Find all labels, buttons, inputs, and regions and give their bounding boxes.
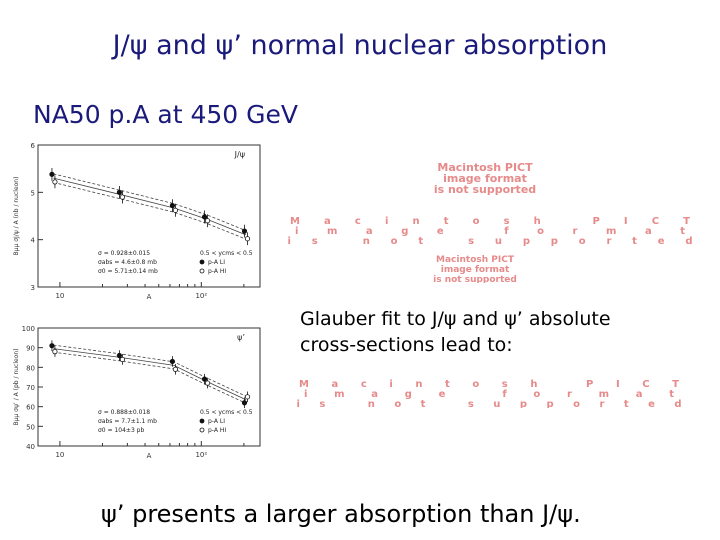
- data-point-hi: [204, 218, 211, 224]
- data-point-li: [116, 189, 123, 195]
- svg-text:image format: image format: [295, 226, 685, 237]
- psiprime-plot: 40 50 60 70 80 90 100 10 10² A Bμμ σψ’ / A (pb / n…: [10, 316, 272, 476]
- data-point-li: [169, 202, 176, 209]
- y-tick-label: 3: [31, 284, 35, 292]
- svg-text:image format: image format: [441, 265, 510, 275]
- legend-label: p-A HI: [208, 268, 226, 275]
- data-point-hi: [119, 356, 126, 363]
- y-tick-label: 60: [26, 404, 35, 412]
- conclusion-text: ψ’ presents a larger absorption than J/ψ…: [101, 500, 581, 528]
- fit-line: [53, 173, 247, 232]
- legend-marker: [199, 418, 205, 424]
- data-point-li: [169, 358, 176, 365]
- data-point-hi: [204, 380, 211, 386]
- glauber-line-2: cross-sections lead to:: [300, 334, 513, 356]
- y-tick-label: 100: [22, 325, 35, 333]
- legend-marker: [199, 259, 205, 265]
- svg-text:is not supported: is not supported: [288, 236, 693, 246]
- glauber-line-1: Glauber fit to J/ψ and ψ’ absolute: [300, 308, 611, 330]
- fit-annotation: σabs = 7.7±1.1 mb: [98, 418, 157, 425]
- data-point-li: [201, 214, 208, 220]
- fit-line: [53, 182, 247, 240]
- slide-subtitle: NA50 p.A at 450 GeV: [33, 100, 299, 129]
- y-tick-label: 70: [26, 384, 35, 392]
- svg-text:Macintosh PICT: Macintosh PICT: [299, 379, 679, 390]
- data-point-hi: [244, 236, 251, 242]
- y-tick-label: 80: [26, 364, 35, 372]
- rapidity-range-label: 0.5 < ycms < 0.5: [200, 250, 253, 257]
- glauber-fit-text: Glauber fit to J/ψ and ψ’ absolute cross…: [300, 306, 611, 358]
- legend-label: p-A LI: [208, 259, 225, 266]
- data-point-li: [241, 400, 248, 406]
- fit-annotation: σ0 = 104±3 pb: [98, 427, 144, 434]
- plot-title: ψ’: [237, 333, 245, 342]
- plot-title: J/ψ: [234, 150, 245, 159]
- y-tick-label: 5: [31, 189, 35, 197]
- rapidity-range-label: 0.5 < ycms < 0.5: [200, 409, 253, 416]
- x-tick-label: 10: [55, 451, 64, 459]
- plot-frame: [37, 144, 261, 288]
- data-point-hi: [119, 194, 126, 200]
- x-axis-label: A: [147, 452, 152, 460]
- legend-marker: [199, 268, 205, 274]
- fit-line: [53, 351, 247, 404]
- fit-line: [53, 177, 247, 236]
- legend-marker: [199, 427, 205, 433]
- unsupported-image-placeholder-3: Macintosh PICT image format is not suppo…: [370, 253, 580, 285]
- fit-annotation: σ = 0.928±0.015: [98, 250, 150, 257]
- data-point-li: [116, 352, 123, 359]
- fit-annotation: σ0 = 5.71±0.14 mb: [98, 268, 158, 275]
- legend-label: p-A HI: [208, 427, 226, 434]
- slide-title: J/ψ and ψ’ normal nuclear absorption: [112, 30, 608, 61]
- data-point-li: [241, 228, 248, 234]
- unsupported-image-placeholder-1: Macintosh PICT image format is not suppo…: [365, 160, 605, 196]
- x-axis-label: A: [147, 293, 152, 301]
- y-tick-label: 90: [26, 345, 35, 353]
- y-tick-label: 50: [26, 423, 35, 431]
- unsupported-image-placeholder-2: Macintosh PICT image format is not suppo…: [285, 214, 695, 247]
- data-point-hi: [172, 366, 179, 372]
- data-point-hi: [52, 179, 58, 185]
- y-axis-label: Bμμ σJ/ψ / A (nb / nucleon): [13, 177, 20, 256]
- data-point-li: [201, 376, 208, 382]
- data-point-hi: [172, 207, 179, 213]
- y-tick-label: 4: [31, 237, 36, 245]
- svg-text:image format: image format: [443, 172, 527, 185]
- fit-line: [53, 348, 247, 401]
- svg-text:Macintosh PICT: Macintosh PICT: [436, 255, 515, 265]
- jpsi-plot: 3 4 5 6 10 10² A Bμμ σJ/ψ / A (nb / nucleon) J/ψ…: [10, 135, 275, 305]
- fit-annotation: σ = 0.888±0.018: [98, 409, 150, 416]
- legend-label: p-A LI: [208, 418, 225, 425]
- y-tick-label: 40: [26, 443, 35, 451]
- x-tick-label: 10²: [195, 292, 207, 300]
- svg-text:image format: image format: [304, 389, 674, 400]
- x-tick-label: 10: [55, 292, 64, 300]
- svg-text:Macintosh PICT: Macintosh PICT: [437, 161, 533, 174]
- svg-text:Macintosh PICT: Macintosh PICT: [290, 216, 690, 227]
- fit-annotation: σabs = 4.6±0.8 mb: [98, 259, 157, 266]
- svg-text:is not supported: is not supported: [433, 275, 517, 283]
- x-tick-label: 10²: [195, 451, 207, 459]
- data-point-li: [49, 343, 55, 349]
- unsupported-image-placeholder-4: Macintosh PICT image format is not suppo…: [293, 378, 685, 410]
- data-point-hi: [52, 348, 58, 355]
- svg-text:is not supported: is not supported: [434, 183, 536, 195]
- data-point-li: [49, 171, 55, 177]
- y-axis-label: Bμμ σψ’ / A (pb / nucleon): [13, 348, 20, 425]
- data-point-hi: [244, 394, 251, 400]
- y-tick-label: 6: [31, 142, 36, 150]
- svg-text:is not supported: is not supported: [297, 399, 682, 408]
